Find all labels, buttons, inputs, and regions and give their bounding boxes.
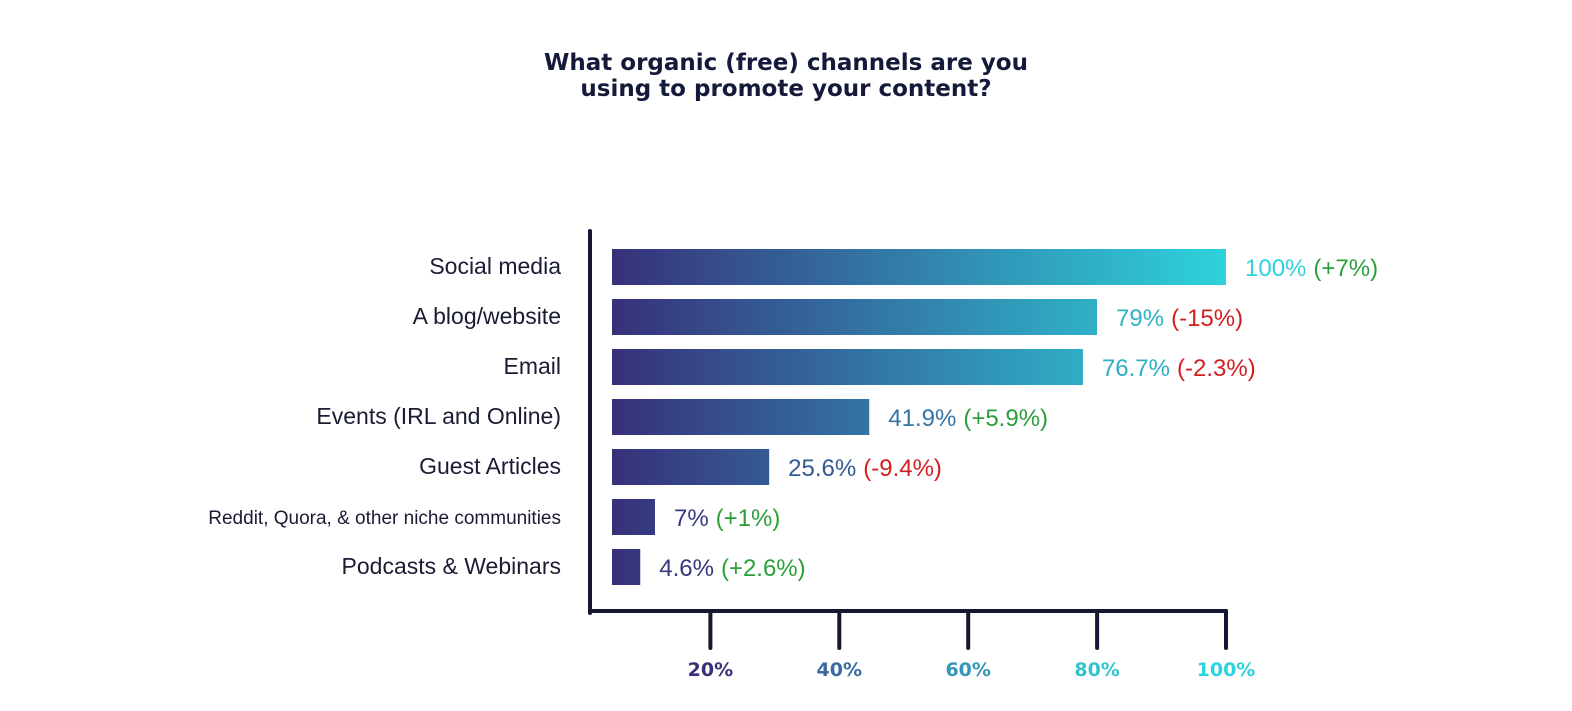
value-text-1: 79% [1116, 305, 1164, 332]
chart-title-line-2: using to promote your content? [580, 76, 992, 102]
x-tick-label-3: 80% [1074, 659, 1119, 681]
bar-2 [612, 349, 1083, 385]
change-text-6: (+2.6%) [721, 555, 806, 582]
category-label-6: Podcasts & Webinars [342, 553, 561, 579]
value-label-5: 7% (+1%) [674, 505, 780, 532]
axes-layer: 20% 40% 60% 80% 100% [588, 229, 1256, 681]
x-tick-label-4: 100% [1197, 659, 1256, 681]
value-text-2: 76.7% [1102, 355, 1170, 382]
x-tick-label-1: 40% [817, 659, 862, 681]
category-label-4: Guest Articles [419, 453, 561, 479]
value-label-4: 25.6% (-9.4%) [788, 455, 942, 482]
category-label-5: Reddit, Quora, & other niche communities [208, 508, 561, 529]
bar-3 [612, 399, 870, 435]
change-text-4: (-9.4%) [863, 455, 942, 482]
value-text-3: 41.9% [888, 405, 956, 432]
value-text-4: 25.6% [788, 455, 856, 482]
chart-title-line-1: What organic (free) channels are you [544, 50, 1028, 76]
x-tick-label-0: 20% [688, 659, 733, 681]
value-text-0: 100% [1245, 255, 1306, 282]
chart-title: What organic (free) channels are you usi… [0, 50, 1572, 102]
change-text-0: (+7%) [1313, 255, 1378, 282]
category-label-0: Social media [429, 253, 561, 279]
value-label-0: 100% (+7%) [1245, 255, 1378, 282]
category-label-1: A blog/website [413, 303, 561, 329]
change-text-2: (-2.3%) [1177, 355, 1256, 382]
value-label-6: 4.6% (+2.6%) [659, 555, 805, 582]
x-tick-label-2: 60% [945, 659, 990, 681]
change-text-5: (+1%) [716, 505, 781, 532]
value-label-1: 79% (-15%) [1116, 305, 1243, 332]
bars-layer [612, 249, 1226, 585]
bar-0 [612, 249, 1226, 285]
category-label-3: Events (IRL and Online) [316, 403, 561, 429]
bar-6 [612, 549, 641, 585]
change-text-3: (+5.9%) [963, 405, 1048, 432]
value-text-6: 4.6% [659, 555, 714, 582]
bar-1 [612, 299, 1098, 335]
value-label-2: 76.7% (-2.3%) [1102, 355, 1256, 382]
change-text-1: (-15%) [1171, 305, 1243, 332]
bar-5 [612, 499, 655, 535]
bar-4 [612, 449, 770, 485]
labels-layer: Social media 100% (+7%) A blog/website 79% (-… [208, 253, 1378, 582]
value-text-5: 7% [674, 505, 709, 532]
category-label-2: Email [503, 353, 561, 379]
value-label-3: 41.9% (+5.9%) [888, 405, 1048, 432]
